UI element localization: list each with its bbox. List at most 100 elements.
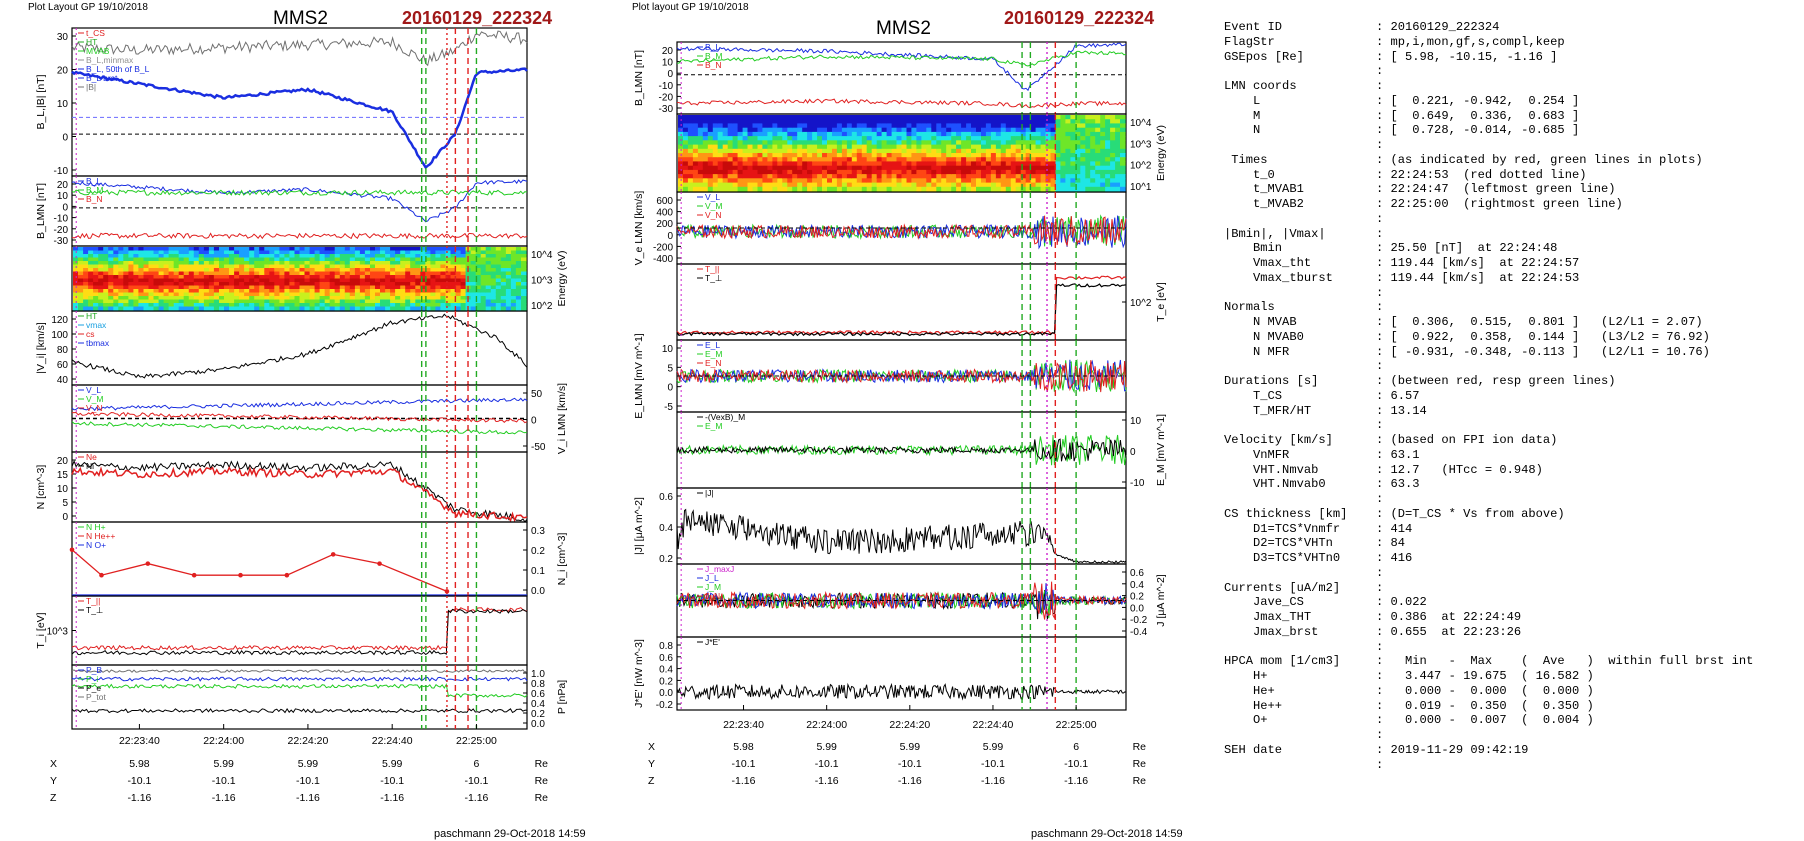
info-value: : 416 bbox=[1376, 551, 1413, 565]
info-row: H+: 3.447 - 19.675 ( 16.582 ) bbox=[1224, 669, 1800, 684]
middle-electron-spectrogram-cell bbox=[1015, 123, 1022, 129]
left-ion-spectrogram-cell bbox=[113, 299, 119, 304]
middle-electron-spectrogram-cell bbox=[802, 161, 808, 167]
left-ion-spectrogram-cell bbox=[354, 306, 361, 311]
middle-electron-spectrogram-cell bbox=[762, 119, 768, 124]
middle-electron-spectrogram-cell bbox=[1115, 157, 1121, 162]
middle-electron-spectrogram-cell bbox=[985, 182, 992, 188]
left-ion-spectrogram-cell bbox=[88, 292, 94, 297]
middle-electron-spectrogram-cell bbox=[1010, 115, 1017, 120]
left-ion-spectrogram-cell bbox=[259, 264, 265, 269]
middle-electron-spectrogram-cell bbox=[752, 115, 759, 120]
middle-electron-spectrogram-cell bbox=[732, 148, 739, 154]
middle-electron-spectrogram-cell bbox=[976, 131, 982, 137]
left-ion-spectrogram-cell bbox=[475, 296, 482, 301]
middle-electron-spectrogram-cell bbox=[971, 169, 977, 175]
left-ion-spectrogram-cell bbox=[178, 275, 185, 280]
left-ion-spectrogram-cell bbox=[344, 296, 351, 301]
left-ion-spectrogram-cell bbox=[339, 268, 346, 273]
middle-electron-spectrogram-cell bbox=[976, 178, 982, 184]
middle-electron-spectrogram-cell bbox=[990, 178, 997, 184]
middle-electron-spectrogram-cell bbox=[827, 153, 833, 158]
left-ion-spectrogram-cell bbox=[370, 278, 376, 283]
middle-electron-spectrogram-cell bbox=[702, 144, 709, 150]
left-ion-spectrogram-cell bbox=[203, 303, 210, 308]
left-ion-spectrogram-cell bbox=[148, 285, 155, 290]
middle-electron-spectrogram-cell bbox=[707, 148, 714, 154]
left-ion-spectrogram-cell bbox=[98, 275, 104, 280]
left-ion-spectrogram-cell bbox=[475, 264, 482, 269]
middle-electron-spectrogram-cell bbox=[832, 178, 838, 184]
left-ion-spectrogram-cell bbox=[183, 247, 190, 252]
left-x-tick-label: 22:23:40 bbox=[119, 735, 160, 747]
left-ion-spectrogram-cell bbox=[148, 257, 155, 262]
left-ion-spectrogram-cell bbox=[410, 268, 416, 273]
middle-electron-spectrogram-cell bbox=[946, 165, 952, 171]
middle-electron-spectrogram-cell bbox=[1055, 182, 1062, 188]
middle-electron-spectrogram-cell bbox=[1010, 123, 1017, 129]
middle-electron-spectrogram-cell bbox=[1075, 119, 1081, 124]
left-ion-spectrogram-cell bbox=[405, 299, 411, 304]
middle-electron-spectrogram-cell bbox=[1065, 148, 1071, 154]
left-ion-spectrogram-cell bbox=[415, 264, 421, 269]
left-ion-spectrogram-cell bbox=[138, 292, 144, 297]
middle-electron-spectrogram-cell bbox=[861, 144, 868, 150]
middle-electron-spectrogram-cell bbox=[1120, 140, 1126, 146]
left-ion-spectrogram-cell bbox=[380, 250, 386, 255]
middle-series-teperp bbox=[676, 283, 1127, 337]
middle-electron-spectrogram-cell bbox=[1090, 165, 1096, 171]
left-panel-1-tick-label: 30 bbox=[57, 32, 69, 43]
middle-electron-spectrogram-cell bbox=[1020, 119, 1027, 124]
left-ion-spectrogram-cell bbox=[445, 264, 452, 269]
middle-electron-spectrogram-cell bbox=[1020, 127, 1027, 133]
middle-panel-4-ylabel: T_e [eV] bbox=[1155, 282, 1167, 322]
middle-electron-spectrogram-cell bbox=[906, 178, 913, 184]
middle-electron-spectrogram-cell bbox=[772, 165, 778, 171]
left-ion-spectrogram-cell bbox=[334, 250, 341, 255]
middle-panel-9-tick-label: -0.2 bbox=[656, 700, 674, 711]
middle-electron-spectrogram-cell bbox=[1000, 186, 1007, 192]
left-ion-spectrogram-cell bbox=[143, 303, 150, 308]
middle-panel-8-tick-label: 0.2 bbox=[1130, 592, 1144, 603]
middle-electron-spectrogram-cell bbox=[911, 131, 917, 137]
info-key: Currents [uA/m2] bbox=[1224, 580, 1341, 595]
left-ion-spectrogram-cell bbox=[495, 254, 502, 259]
left-ion-spectrogram-cell bbox=[123, 271, 129, 276]
info-key: Durations [s] bbox=[1224, 374, 1319, 388]
left-hepp-point bbox=[145, 561, 151, 566]
middle-electron-spectrogram-cell bbox=[742, 186, 749, 192]
left-ion-spectrogram-cell bbox=[505, 275, 512, 280]
middle-electron-spectrogram-cell bbox=[851, 140, 858, 146]
middle-electron-spectrogram-cell bbox=[1020, 153, 1027, 158]
middle-electron-spectrogram-cell bbox=[1035, 161, 1042, 167]
middle-electron-spectrogram-cell bbox=[976, 144, 982, 150]
middle-electron-spectrogram-cell bbox=[961, 186, 967, 192]
middle-electron-spectrogram-cell bbox=[931, 127, 937, 133]
middle-electron-spectrogram-cell bbox=[851, 174, 858, 179]
left-ion-spectrogram-cell bbox=[319, 296, 326, 301]
left-ion-spectrogram-cell bbox=[229, 299, 235, 304]
left-panel-6-ylabel: N [cm^-3] bbox=[35, 465, 47, 510]
left-ion-spectrogram-cell bbox=[284, 278, 290, 283]
left-ion-spectrogram-cell bbox=[490, 247, 497, 252]
middle-electron-spectrogram-cell bbox=[896, 144, 903, 150]
left-ion-spectrogram-cell bbox=[183, 250, 190, 255]
left-ion-spectrogram-cell bbox=[521, 292, 527, 297]
left-ion-spectrogram-cell bbox=[203, 271, 210, 276]
left-ion-spectrogram-cell bbox=[188, 278, 195, 283]
left-ion-spectrogram-cell bbox=[460, 289, 467, 294]
middle-electron-spectrogram-cell bbox=[1065, 123, 1071, 129]
middle-electron-spectrogram-cell bbox=[1030, 136, 1037, 141]
left-ion-spectrogram-cell bbox=[495, 296, 502, 301]
left-ion-spectrogram-cell bbox=[168, 268, 175, 273]
middle-electron-spectrogram-cell bbox=[727, 165, 734, 171]
left-ion-spectrogram-cell bbox=[521, 254, 527, 259]
middle-electron-spectrogram-cell bbox=[683, 169, 689, 175]
middle-electron-spectrogram-cell bbox=[683, 178, 689, 184]
left-series-tpar bbox=[71, 607, 528, 651]
middle-electron-spectrogram-cell bbox=[722, 165, 729, 171]
middle-electron-spectrogram-cell bbox=[1100, 127, 1106, 133]
middle-electron-spectrogram-cell bbox=[792, 182, 798, 188]
left-panel-9-tick-label: 0.8 bbox=[531, 679, 545, 690]
middle-electron-spectrogram-cell bbox=[901, 169, 908, 175]
